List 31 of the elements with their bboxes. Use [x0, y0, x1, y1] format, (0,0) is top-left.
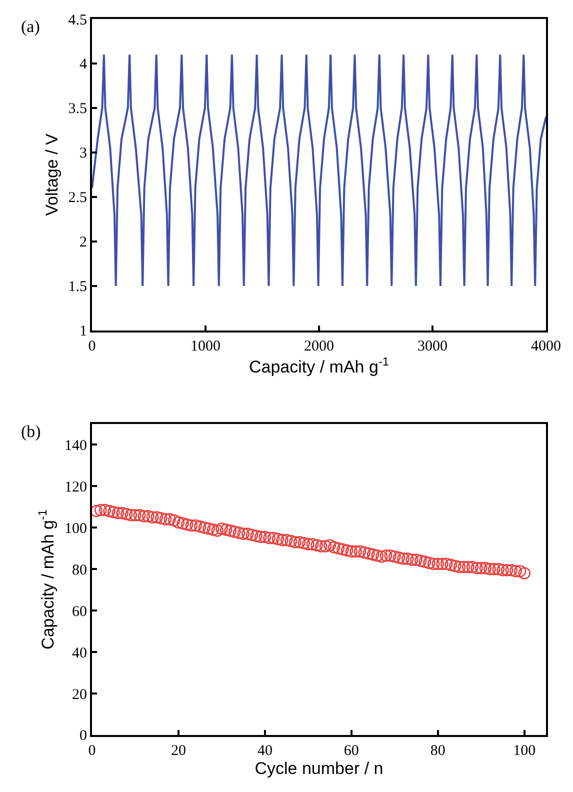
x-axis-title: Capacity / mAh g$^{-1}$	[248, 354, 390, 377]
y-tick-label: 3	[80, 146, 87, 162]
y-tick-label: 60	[72, 604, 87, 620]
y-tick-label: 4	[80, 56, 88, 73]
y-tick-label: 1.5	[68, 279, 87, 296]
y-tick-label: 4.5	[68, 12, 87, 28]
x-tick-label: 60	[344, 743, 359, 759]
y-tick-label: 2	[80, 234, 87, 251]
y-tick-label: 0	[80, 728, 87, 744]
x-tick-label: 100	[513, 743, 536, 759]
x-tick-label: 2000	[304, 338, 334, 354]
x-tick-label: 40	[257, 743, 272, 759]
x-tick-label: 80	[430, 743, 446, 759]
y-tick-label: 20	[72, 686, 87, 703]
x-tick-label: 1000	[190, 338, 220, 354]
y-tick-label: 2.5	[68, 190, 87, 206]
y-axis-title: Voltage / V	[42, 132, 62, 216]
line-series	[92, 54, 546, 287]
x-axis-title: Cycle number / n	[254, 759, 384, 778]
y-tick-label: 80	[72, 562, 87, 578]
x-tick-label: 3000	[418, 338, 448, 354]
y-tick-label: 140	[64, 438, 87, 454]
text: (a)	[21, 17, 40, 36]
x-tick-label: 4000	[531, 338, 561, 354]
text: (b)	[21, 422, 41, 441]
y-tick-label: 40	[72, 645, 87, 662]
y-tick-label: 1	[80, 324, 87, 340]
y-tick-label: 120	[64, 479, 87, 496]
y-tick-label: 100	[64, 520, 87, 537]
x-tick-label: 20	[170, 743, 186, 759]
y-tick-label: 3.5	[68, 101, 87, 118]
